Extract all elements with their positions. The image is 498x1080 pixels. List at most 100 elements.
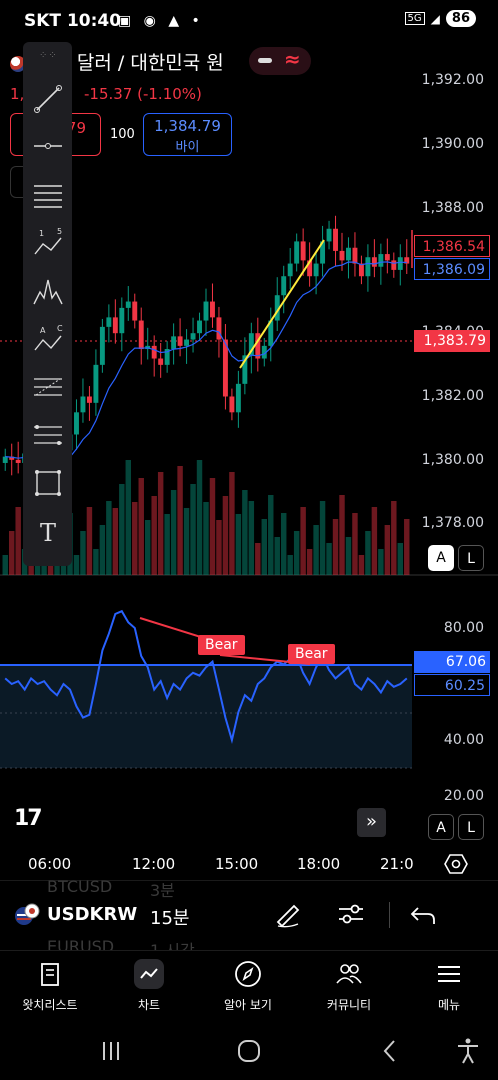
- rectangle-tool[interactable]: [29, 464, 66, 501]
- candle-body: [216, 317, 222, 340]
- rsi-auto-scale-button[interactable]: A: [428, 814, 454, 840]
- nav-explore[interactable]: 알아 보기: [200, 951, 296, 1023]
- rsi-ma-label: 60.25: [414, 674, 490, 696]
- back-icon[interactable]: [375, 1036, 405, 1066]
- drag-handle-icon[interactable]: ⁘⁘: [39, 50, 58, 61]
- price-tick: 1,382.00: [421, 388, 484, 404]
- volume-bar: [132, 502, 138, 575]
- volume-bar: [313, 525, 319, 575]
- candle-body: [158, 358, 164, 365]
- candle-body: [320, 241, 326, 264]
- volume-bar: [326, 543, 332, 575]
- price-tick: 1,390.00: [421, 136, 484, 152]
- candle-body: [151, 345, 157, 359]
- time-tick: 12:00: [132, 855, 176, 873]
- undo-icon[interactable]: [408, 898, 440, 930]
- price-change: -15.37 (-1.10%): [84, 85, 202, 103]
- candle-body: [132, 301, 138, 321]
- text-tool[interactable]: T: [29, 512, 66, 549]
- candle-body: [2, 456, 8, 463]
- time-tick: 06:00: [28, 855, 72, 873]
- bear-divergence-label: Bear: [198, 635, 245, 655]
- fib-icon: [33, 377, 62, 396]
- volume-bar: [319, 501, 326, 575]
- time-tick: 21:0: [380, 855, 414, 873]
- candle-body: [106, 317, 112, 327]
- system-navigation: [0, 1022, 498, 1080]
- log-scale-button[interactable]: L: [458, 545, 484, 571]
- scroll-to-realtime-button[interactable]: »: [357, 808, 386, 837]
- volume-bar: [384, 525, 391, 575]
- buy-button[interactable]: 1,384.79 바이: [143, 113, 232, 156]
- network-badge: 5G: [404, 12, 425, 25]
- interval-selector[interactable]: 15분: [150, 908, 190, 929]
- volume-bar: [170, 490, 177, 575]
- volume-bar: [352, 513, 358, 575]
- time-tick: 18:00: [297, 855, 341, 873]
- order-panel-stub[interactable]: [10, 166, 30, 198]
- price-tick: 1,378.00: [421, 515, 484, 531]
- volume-bar: [203, 502, 209, 575]
- volume-bar: [177, 466, 183, 575]
- price-tick: 1,392.00: [421, 72, 484, 88]
- symbol-selector[interactable]: USDKRW: [47, 904, 138, 925]
- nav-menu[interactable]: 메뉴: [401, 951, 497, 1023]
- menu-icon: [438, 966, 460, 982]
- home-icon[interactable]: [234, 1036, 264, 1066]
- recent-apps-icon[interactable]: [96, 1036, 126, 1066]
- rsi-tick: 80.00: [443, 620, 484, 636]
- volume-bar: [397, 543, 404, 575]
- chart-settings-icon[interactable]: [444, 852, 468, 876]
- candle-body: [15, 459, 21, 463]
- candle-body: [352, 247, 358, 264]
- pencil-icon[interactable]: [272, 898, 304, 930]
- market-status-toggle[interactable]: ≈: [249, 47, 311, 75]
- candle-body: [333, 228, 338, 251]
- rsi-tick: 40.00: [443, 732, 484, 748]
- rsi-line: [4, 609, 408, 744]
- horizontal-line-icon: [33, 142, 62, 149]
- candle-body: [287, 263, 293, 277]
- spread-value: 100: [110, 127, 135, 142]
- accessibility-icon[interactable]: [453, 1036, 483, 1066]
- pattern-tool[interactable]: [29, 272, 66, 309]
- candle-body: [307, 260, 313, 277]
- candle-body: [274, 295, 280, 321]
- svg-text:1: 1: [39, 229, 44, 238]
- candle-body: [184, 339, 190, 346]
- svg-text:T: T: [40, 519, 56, 547]
- horizontal-line-tool[interactable]: [29, 127, 66, 164]
- volume-bar: [222, 496, 229, 575]
- auto-scale-button[interactable]: A: [428, 545, 454, 571]
- fib-extension-tool[interactable]: [29, 416, 66, 453]
- nav-chart[interactable]: 차트: [101, 951, 197, 1023]
- volume-bar: [8, 531, 15, 575]
- candle-body: [229, 396, 235, 413]
- price-prefix: 1,: [10, 85, 25, 103]
- bottom-navigation: 왓치리스트 차트 알아 보기 커뮤니티 메뉴: [0, 950, 498, 1022]
- volume-bar: [73, 555, 80, 575]
- candle-body: [268, 320, 274, 346]
- volume-bar: [119, 484, 125, 575]
- rsi-log-scale-button[interactable]: L: [458, 814, 484, 840]
- volume-bar: [293, 531, 300, 575]
- nav-label: 커뮤니티: [326, 998, 372, 1012]
- fib-retracement-tool[interactable]: [29, 368, 66, 405]
- nav-watchlist[interactable]: 왓치리스트: [2, 951, 98, 1023]
- indicator-settings-icon[interactable]: [335, 898, 367, 930]
- status-bar: SKT 10:40 ▣ ◉ ▲ • 5G ◢ 86: [0, 0, 498, 46]
- buy-value: 1,384.79: [154, 117, 221, 135]
- symbol-title[interactable]: - 달러 / 대한민국 원: [64, 52, 224, 74]
- svg-text:A: A: [40, 326, 46, 335]
- status-right: 5G ◢ 86: [404, 10, 476, 27]
- trend-line-tool[interactable]: [29, 80, 66, 117]
- candle-body: [294, 241, 300, 264]
- volume-bar: [391, 501, 397, 575]
- parallel-channel-tool[interactable]: [29, 176, 66, 213]
- nav-community[interactable]: 커뮤니티: [301, 951, 397, 1023]
- trend-line[interactable]: [239, 239, 325, 369]
- volume-bar: [300, 507, 306, 575]
